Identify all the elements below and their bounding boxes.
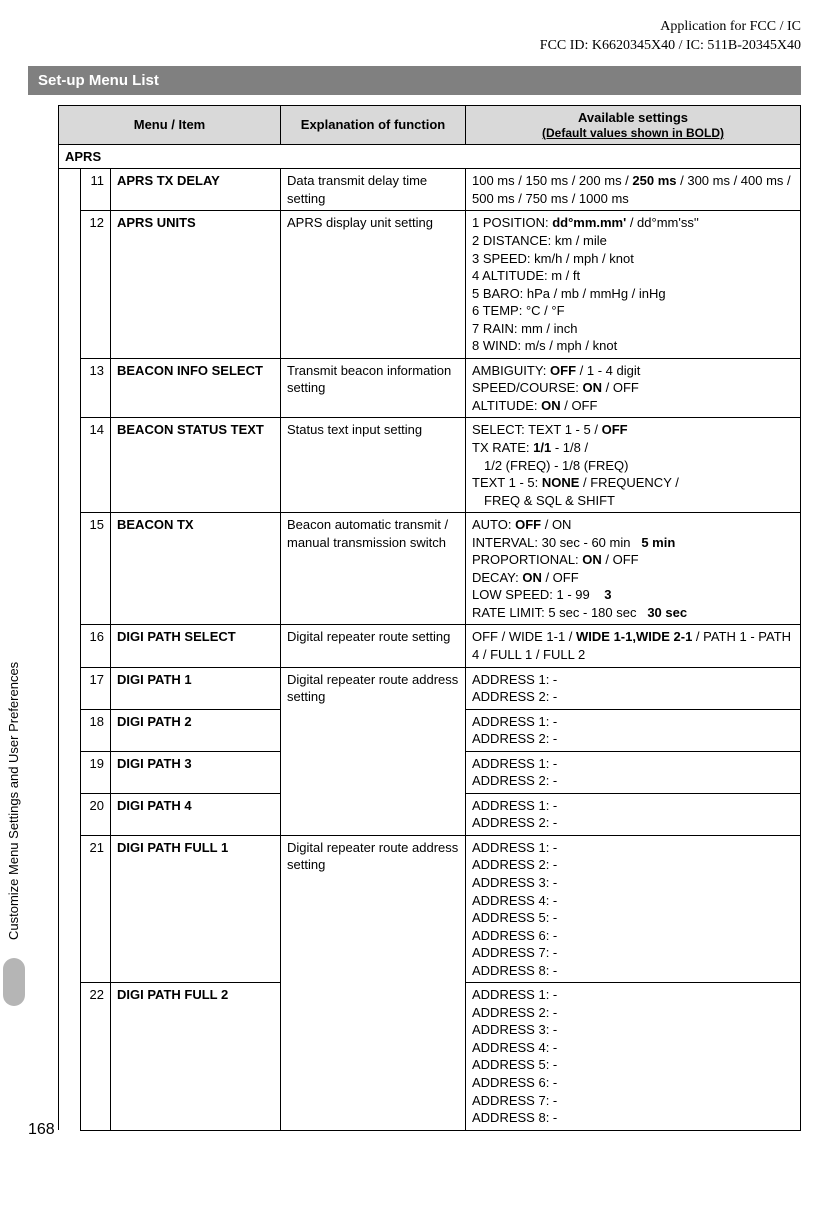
row-explanation: Digital repeater route setting: [281, 625, 466, 667]
table-row: 12APRS UNITSAPRS display unit setting1 P…: [59, 211, 801, 358]
gutter-cell: [59, 169, 81, 1130]
header-line-1: Application for FCC / IC: [28, 18, 801, 37]
side-tab-pill: [3, 958, 25, 1006]
row-explanation: Data transmit delay time setting: [281, 169, 466, 211]
row-explanation: Digital repeater route address setting: [281, 835, 466, 1130]
row-number: 21: [81, 835, 111, 982]
row-settings: SELECT: TEXT 1 - 5 / OFFTX RATE: 1/1 - 1…: [466, 418, 801, 513]
section-row: APRS: [59, 144, 801, 169]
row-number: 14: [81, 418, 111, 513]
title-bar: Set-up Menu List: [28, 66, 801, 95]
table-row: 17DIGI PATH 1Digital repeater route addr…: [59, 667, 801, 709]
table-header-row: Menu / Item Explanation of function Avai…: [59, 105, 801, 144]
side-tab-label: Customize Menu Settings and User Prefere…: [6, 560, 21, 940]
row-item: APRS UNITS: [111, 211, 281, 358]
table-body: APRS 11APRS TX DELAYData transmit delay …: [59, 144, 801, 1130]
row-settings: ADDRESS 1: -ADDRESS 2: -ADDRESS 3: -ADDR…: [466, 983, 801, 1130]
row-number: 12: [81, 211, 111, 358]
row-explanation: Beacon automatic transmit / manual trans…: [281, 513, 466, 625]
row-item: APRS TX DELAY: [111, 169, 281, 211]
row-item: BEACON TX: [111, 513, 281, 625]
table-row: 11APRS TX DELAYData transmit delay time …: [59, 169, 801, 211]
row-settings: AUTO: OFF / ONINTERVAL: 30 sec - 60 min …: [466, 513, 801, 625]
row-explanation: Digital repeater route address setting: [281, 667, 466, 835]
row-number: 22: [81, 983, 111, 1130]
row-number: 20: [81, 793, 111, 835]
row-explanation: Status text input setting: [281, 418, 466, 513]
row-settings: AMBIGUITY: OFF / 1 - 4 digitSPEED/COURSE…: [466, 358, 801, 418]
table-row: 13BEACON INFO SELECTTransmit beacon info…: [59, 358, 801, 418]
col-explanation: Explanation of function: [281, 105, 466, 144]
row-settings: ADDRESS 1: -ADDRESS 2: -: [466, 793, 801, 835]
col-available-label: Available settings: [578, 110, 688, 125]
row-item: BEACON INFO SELECT: [111, 358, 281, 418]
col-available: Available settings (Default values shown…: [466, 105, 801, 144]
table-row: 15BEACON TXBeacon automatic transmit / m…: [59, 513, 801, 625]
row-number: 15: [81, 513, 111, 625]
row-number: 17: [81, 667, 111, 709]
row-settings: ADDRESS 1: -ADDRESS 2: -: [466, 751, 801, 793]
row-explanation: Transmit beacon information setting: [281, 358, 466, 418]
header-line-2: FCC ID: K6620345X40 / IC: 511B-20345X40: [28, 37, 801, 56]
col-available-sub: (Default values shown in BOLD): [542, 126, 724, 140]
row-item: DIGI PATH FULL 2: [111, 983, 281, 1130]
row-settings: ADDRESS 1: -ADDRESS 2: -: [466, 667, 801, 709]
row-number: 11: [81, 169, 111, 211]
row-number: 13: [81, 358, 111, 418]
row-number: 16: [81, 625, 111, 667]
row-explanation: APRS display unit setting: [281, 211, 466, 358]
row-item: DIGI PATH SELECT: [111, 625, 281, 667]
row-settings: 100 ms / 150 ms / 200 ms / 250 ms / 300 …: [466, 169, 801, 211]
row-item: DIGI PATH FULL 1: [111, 835, 281, 982]
section-label: APRS: [59, 144, 801, 169]
menu-table: Menu / Item Explanation of function Avai…: [58, 105, 801, 1131]
row-settings: ADDRESS 1: -ADDRESS 2: -ADDRESS 3: -ADDR…: [466, 835, 801, 982]
col-menu-item: Menu / Item: [59, 105, 281, 144]
row-settings: OFF / WIDE 1-1 / WIDE 1-1,WIDE 2-1 / PAT…: [466, 625, 801, 667]
row-item: DIGI PATH 1: [111, 667, 281, 709]
row-item: DIGI PATH 2: [111, 709, 281, 751]
row-item: DIGI PATH 4: [111, 793, 281, 835]
row-number: 18: [81, 709, 111, 751]
row-settings: ADDRESS 1: -ADDRESS 2: -: [466, 709, 801, 751]
row-settings: 1 POSITION: dd°mm.mm' / dd°mm'ss''2 DIST…: [466, 211, 801, 358]
table-row: 14BEACON STATUS TEXTStatus text input se…: [59, 418, 801, 513]
page-number: 168: [28, 1121, 55, 1139]
table-row: 21DIGI PATH FULL 1Digital repeater route…: [59, 835, 801, 982]
table-row: 16DIGI PATH SELECTDigital repeater route…: [59, 625, 801, 667]
application-header: Application for FCC / IC FCC ID: K662034…: [28, 18, 801, 56]
row-item: BEACON STATUS TEXT: [111, 418, 281, 513]
row-item: DIGI PATH 3: [111, 751, 281, 793]
row-number: 19: [81, 751, 111, 793]
